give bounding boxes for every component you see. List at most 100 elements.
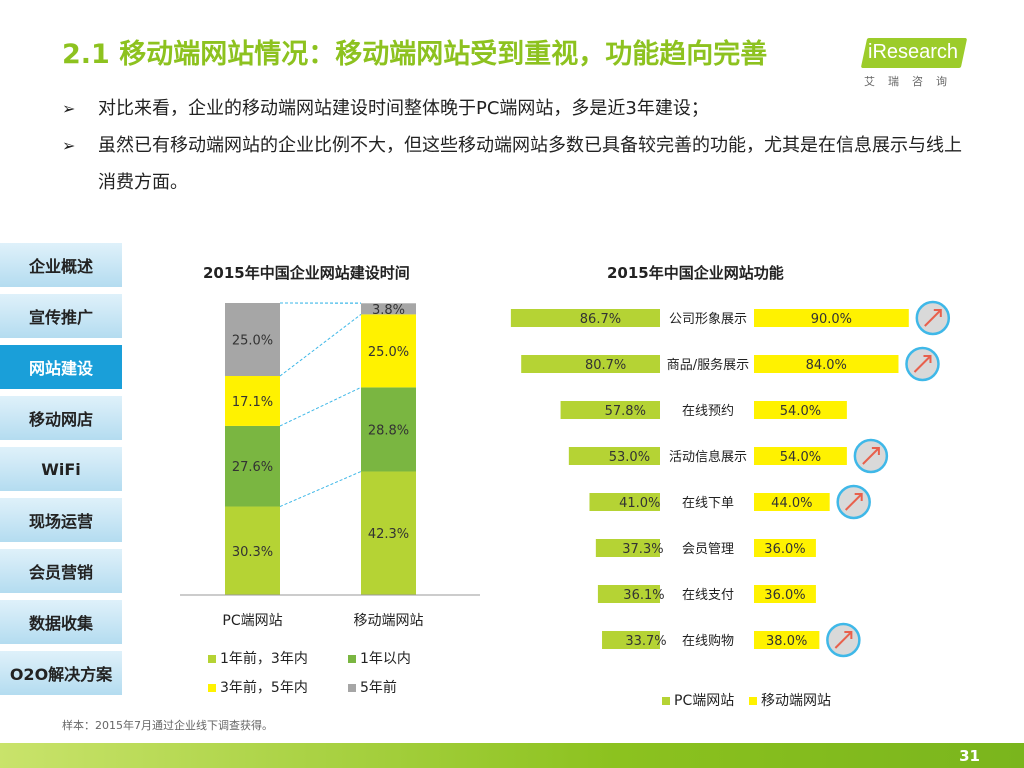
footnote: 样本：2015年7月通过企业线下调查获得。 (62, 719, 273, 732)
legend-item: 5年前 (348, 677, 397, 697)
logo-brand-text: iResearch (868, 41, 959, 63)
bar-segment (361, 387, 416, 472)
mobile-value-label: 84.0% (806, 358, 847, 373)
section-nav: 企业概述 宣传推广 网站建设 移动网店 WiFi 现场运营 会员营销 数据收集 … (0, 243, 122, 702)
iresearch-logo: iResearch 艾瑞咨询 (858, 38, 970, 96)
trend-up-arrow-shaft (913, 355, 932, 373)
bar-segment (225, 376, 280, 426)
pc-value-label: 53.0% (609, 450, 650, 465)
trend-up-arrow-head (871, 447, 880, 455)
nav-item-data[interactable]: 数据收集 (0, 600, 122, 644)
chart2-title: 2015年中国企业网站功能 (607, 264, 784, 282)
nav-item-promotion[interactable]: 宣传推广 (0, 294, 122, 338)
nav-item-mobile-shop[interactable]: 移动网店 (0, 396, 122, 440)
legend-item: 移动端网站 (749, 690, 831, 710)
pc-bar (560, 401, 660, 419)
stacked-bar-chart: 30.3% 27.6% 17.1% 25.0% PC端网站 42.3% 28.8% 25.0%… (180, 302, 480, 629)
pc-value-label: 41.0% (619, 496, 660, 511)
bar-value-label: 25.0% (368, 345, 409, 360)
trend-up-icon (836, 484, 871, 520)
mobile-value-label: 36.0% (764, 542, 805, 557)
nav-item-o2o[interactable]: O2O解决方案 (0, 651, 122, 695)
pc-bar (597, 585, 660, 603)
mobile-value-label: 38.0% (766, 634, 807, 649)
category-label: 活动信息展示 (669, 449, 747, 465)
category-label: 在线支付 (682, 588, 734, 603)
connector-line (279, 386, 362, 427)
trend-up-arrow-head (844, 631, 853, 639)
bar-value-label: 28.8% (368, 423, 409, 438)
legend-swatch (662, 697, 670, 705)
bar-value-label: 3.8% (372, 303, 405, 318)
legend-item: 1年以内 (348, 648, 411, 668)
bullet-text: 虽然已有移动端网站的企业比例不大，但这些移动端网站多数已具备较完善的功能，尤其是… (98, 135, 962, 193)
legend-swatch (348, 655, 356, 663)
bullet-item: ➢ 虽然已有移动端网站的企业比例不大，但这些移动端网站多数已具备较完善的功能，尤… (62, 127, 962, 201)
category-label: 在线下单 (682, 496, 734, 511)
legend-swatch (749, 697, 757, 705)
category-label: 在线购物 (682, 633, 734, 649)
bar-value-label: 25.0% (232, 334, 273, 349)
pc-bar (568, 447, 660, 465)
connector-line (279, 313, 362, 377)
bar-segment (225, 425, 280, 507)
chart2-legend: PC端网站 移动端网站 (662, 690, 882, 712)
bar-value-label: 17.1% (232, 395, 273, 410)
pc-value-label: 57.8% (605, 404, 646, 419)
bar-segment (225, 506, 280, 595)
mobile-value-label: 90.0% (811, 312, 852, 327)
bar-segment (361, 314, 416, 388)
pc-bar (521, 355, 660, 373)
trend-up-arrow-head (923, 355, 932, 363)
bar-segment (361, 303, 416, 315)
category-label: 会员管理 (682, 542, 734, 557)
legend-label: 3年前，5年内 (220, 680, 308, 696)
mobile-bar (754, 309, 909, 327)
mobile-bar (754, 447, 847, 465)
page-number: 31 (959, 747, 980, 765)
legend-label: 1年前，3年内 (220, 651, 308, 667)
arrow-bullet-icon: ➢ (62, 99, 76, 118)
pc-bar (602, 631, 660, 649)
trend-up-arrow-shaft (862, 447, 880, 465)
pc-value-label: 36.1% (623, 588, 664, 603)
pc-bar (589, 493, 660, 511)
x-tick-label: 移动端网站 (354, 613, 424, 629)
mobile-bar (754, 355, 899, 373)
category-label: 公司形象展示 (669, 312, 747, 327)
legend-swatch (348, 684, 356, 692)
nav-item-wifi[interactable]: WiFi (0, 447, 122, 491)
legend-label: 5年前 (360, 680, 397, 696)
nav-item-member[interactable]: 会员营销 (0, 549, 122, 593)
mobile-bar (754, 493, 830, 511)
mobile-bar (754, 401, 847, 419)
bullet-item: ➢ 对比来看，企业的移动端网站建设时间整体晚于PC端网站，多是近3年建设； (62, 90, 962, 127)
pc-bar (595, 539, 660, 557)
nav-item-website[interactable]: 网站建设 (0, 345, 122, 389)
nav-item-overview[interactable]: 企业概述 (0, 243, 122, 287)
trend-up-arrow-shaft (844, 493, 863, 511)
pc-value-label: 86.7% (580, 312, 621, 327)
mobile-bar (754, 585, 816, 603)
page-title: 2.1 移动端网站情况：移动端网站受到重视，功能趋向完善 (62, 39, 768, 70)
trend-up-icon (853, 438, 889, 474)
pc-value-label: 80.7% (585, 358, 626, 373)
logo-chinese-text: 艾瑞咨询 (864, 75, 960, 88)
bar-value-label: 27.6% (232, 460, 273, 475)
legend-swatch (208, 684, 216, 692)
trend-up-arrow-shaft (834, 631, 853, 649)
trend-up-arrow-head (854, 493, 863, 501)
legend-item: 3年前，5年内 (208, 677, 308, 697)
mobile-value-label: 54.0% (780, 450, 821, 465)
trend-up-icon (905, 346, 940, 382)
bullet-list: ➢ 对比来看，企业的移动端网站建设时间整体晚于PC端网站，多是近3年建设； ➢ … (62, 90, 962, 201)
x-tick-label: PC端网站 (222, 613, 282, 629)
nav-item-onsite[interactable]: 现场运营 (0, 498, 122, 542)
trend-up-icon (826, 622, 861, 658)
arrow-bullet-icon: ➢ (62, 136, 76, 155)
mobile-bar (754, 631, 820, 649)
legend-swatch (208, 655, 216, 663)
pc-bar (510, 309, 660, 327)
category-label: 商品/服务展示 (667, 357, 749, 373)
legend-item: PC端网站 (662, 690, 734, 710)
